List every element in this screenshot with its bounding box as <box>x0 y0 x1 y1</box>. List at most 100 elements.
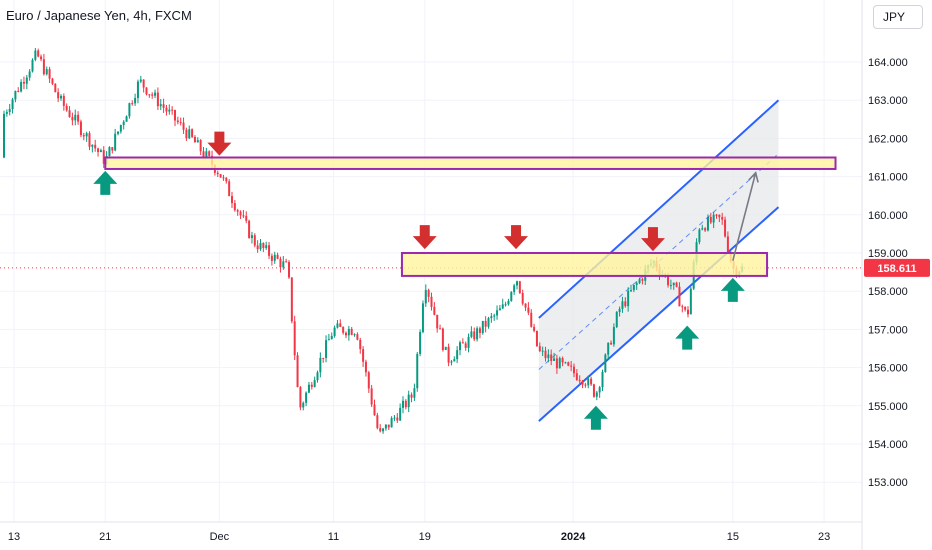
candle-up-body <box>630 290 632 292</box>
candle-down-body <box>179 122 182 124</box>
candle-up-body <box>621 301 624 309</box>
symbol-name: Euro / Japanese Yen <box>6 8 126 23</box>
candle-down-body <box>17 90 20 92</box>
candle-up-body <box>353 334 356 336</box>
candle-up-body <box>706 216 709 231</box>
candle-down-body <box>88 133 91 147</box>
candle-up-body <box>136 81 139 99</box>
candle-down-body <box>248 220 251 239</box>
candle-up-body <box>476 328 479 340</box>
up-arrow-icon <box>93 170 118 195</box>
candle-down-body <box>151 94 154 96</box>
candle-up-body <box>618 308 621 312</box>
candle-up-body <box>424 290 427 304</box>
candle-up-body <box>168 109 171 112</box>
candle-up-body <box>11 99 14 110</box>
price-zones[interactable] <box>104 156 837 277</box>
candle-up-body <box>712 214 715 223</box>
candle-up-body <box>638 279 641 284</box>
candle-down-body <box>185 129 188 139</box>
candle-up-body <box>265 245 268 249</box>
candle-up-body <box>698 229 701 243</box>
candle-up-body <box>125 116 128 122</box>
candle-down-body <box>436 314 439 329</box>
candle-up-body <box>510 292 513 301</box>
interval-label: 4h <box>133 8 148 23</box>
candle-down-body <box>681 306 684 308</box>
candle-down-body <box>225 177 228 182</box>
candle-up-body <box>607 342 610 355</box>
price-tick-label: 161.000 <box>868 172 908 184</box>
candle-up-body <box>347 328 350 336</box>
candle-down-body <box>270 255 273 261</box>
candle-down-body <box>231 196 233 204</box>
candle-down-body <box>678 286 681 307</box>
candle-up-body <box>558 358 561 369</box>
currency-button[interactable]: JPY <box>873 5 923 29</box>
candle-up-body <box>91 144 94 147</box>
up-arrow-icon <box>720 277 745 302</box>
price-tick-label: 162.000 <box>868 133 908 145</box>
candle-down-body <box>208 151 211 156</box>
price-tick-label: 160.000 <box>868 210 908 222</box>
candle-up-body <box>307 384 310 393</box>
candle-up-body <box>119 124 122 132</box>
time-tick-label: 21 <box>99 531 111 543</box>
candle-up-body <box>456 350 459 360</box>
candle-up-body <box>496 310 499 316</box>
time-tick-label: 19 <box>419 531 431 543</box>
candle-down-body <box>71 116 74 121</box>
exchange-label: FXCM <box>154 8 192 23</box>
candle-down-body <box>464 343 467 348</box>
candle-down-body <box>239 211 242 216</box>
candle-down-body <box>721 216 724 220</box>
candle-down-body <box>174 110 176 121</box>
signal-arrows[interactable] <box>93 131 759 430</box>
target-arrow-line <box>732 172 757 261</box>
candle-up-body <box>393 417 396 419</box>
candle-up-body <box>259 243 262 250</box>
candle-down-body <box>171 109 174 111</box>
time-tick-label: Dec <box>210 531 230 543</box>
time-tick-label: 15 <box>727 531 739 543</box>
candle-down-body <box>285 261 288 263</box>
candle-down-body <box>222 177 225 179</box>
candle-up-body <box>513 285 516 293</box>
candle-up-body <box>413 388 416 398</box>
candle-up-body <box>419 332 422 354</box>
candle-up-body <box>74 114 77 121</box>
candle-down-body <box>339 323 342 327</box>
candle-down-body <box>299 387 302 408</box>
candle-up-body <box>493 315 496 317</box>
candle-up-body <box>481 320 484 333</box>
candle-down-body <box>367 372 370 389</box>
candle-down-body <box>57 92 60 99</box>
candle-down-body <box>667 275 670 286</box>
candle-down-body <box>533 326 536 331</box>
candle-down-body <box>68 110 71 117</box>
candle-up-body <box>128 103 131 117</box>
candle-down-body <box>567 362 570 366</box>
candle-down-body <box>427 290 430 297</box>
candle-down-body <box>484 320 487 327</box>
candle-up-body <box>701 228 704 230</box>
last-price-badge <box>864 258 930 277</box>
candle-up-body <box>336 323 339 328</box>
candle-down-body <box>142 79 145 88</box>
candle-down-body <box>538 346 541 352</box>
candle-up-body <box>672 282 675 286</box>
candle-up-body <box>188 129 191 139</box>
time-tick-label: 11 <box>328 531 339 543</box>
chart-title: Euro / Japanese Yen, 4h, FXCM <box>6 8 192 23</box>
candle-up-body <box>99 150 102 153</box>
candle-down-body <box>584 384 587 386</box>
candle-up-body <box>595 392 598 397</box>
candle-down-body <box>356 334 359 340</box>
candle-up-body <box>305 392 308 403</box>
price-tick-label: 155.000 <box>868 401 908 413</box>
candle-down-body <box>111 147 114 151</box>
candle-down-body <box>373 404 376 416</box>
candle-down-body <box>276 254 279 259</box>
candle-down-body <box>145 87 148 95</box>
